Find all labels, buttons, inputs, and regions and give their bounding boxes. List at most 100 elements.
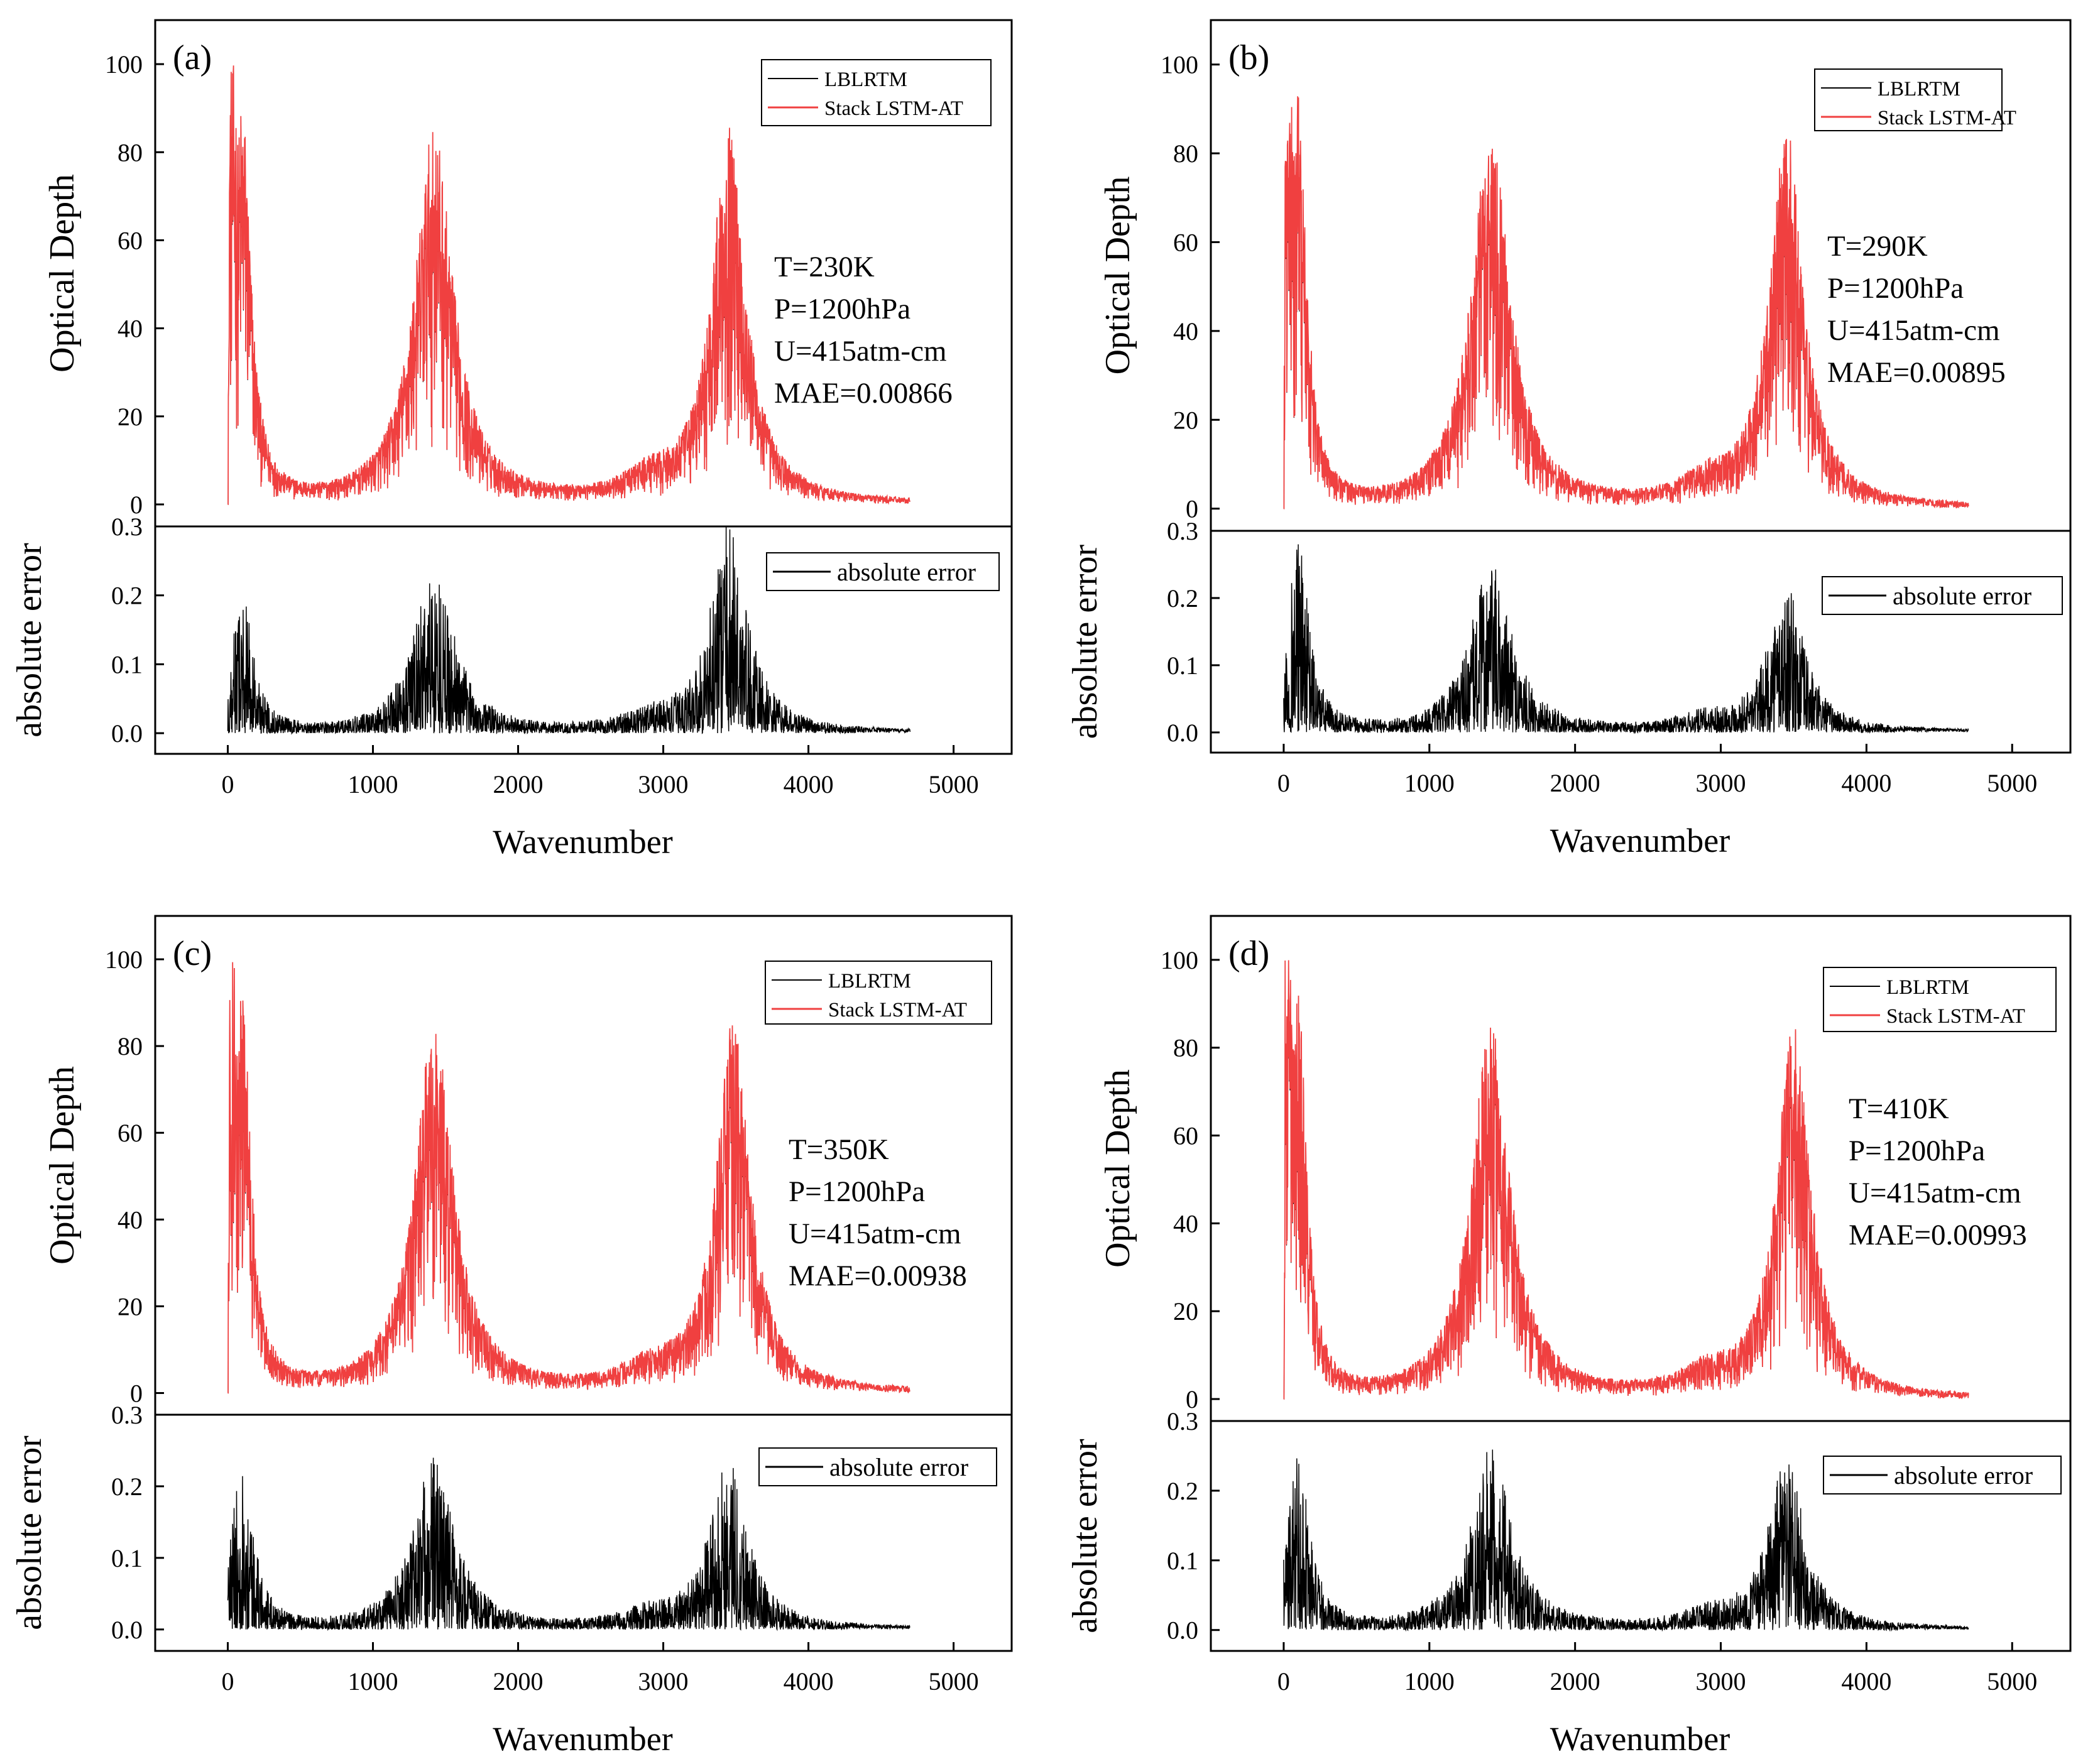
x-tick-label: 4000 — [784, 770, 834, 798]
absolute-error-series — [1283, 1449, 1969, 1632]
absolute-error-ylabel: absolute error — [1066, 1439, 1105, 1633]
x-tick-label: 0 — [222, 1667, 234, 1696]
legend-box — [765, 961, 992, 1025]
x-tick-label: 2000 — [493, 1667, 544, 1696]
x-tick-label: 0 — [1277, 769, 1290, 797]
absolute-error-ylabel: absolute error — [1066, 544, 1105, 739]
od-y-tick-label: 0 — [130, 1379, 143, 1407]
x-tick-label: 2000 — [1550, 1667, 1600, 1696]
od-y-tick-label: 100 — [1161, 946, 1198, 974]
od-y-tick-label: 40 — [118, 1206, 143, 1234]
x-tick-label: 0 — [1277, 1667, 1290, 1696]
od-y-tick-label: 40 — [1173, 1209, 1198, 1238]
ae-y-tick-label: 0.2 — [111, 582, 143, 610]
absolute-error-series — [1283, 544, 1969, 734]
x-axis-label: Wavenumber — [1550, 822, 1730, 859]
x-tick-label: 2000 — [493, 770, 544, 798]
condition-line: P=1200hPa — [1827, 272, 1964, 305]
condition-line: U=415atm-cm — [1827, 314, 2000, 347]
panel-label: (b) — [1228, 38, 1269, 77]
x-tick-label: 5000 — [929, 1667, 979, 1696]
legend-label-lblrtm: LBLRTM — [824, 68, 907, 91]
x-tick-label: 3000 — [1696, 769, 1746, 797]
condition-line: MAE=0.00866 — [774, 377, 953, 410]
x-tick-label: 3000 — [1696, 1667, 1746, 1696]
x-tick-label: 5000 — [1987, 1667, 2037, 1696]
legend-label-lblrtm: LBLRTM — [1886, 976, 1969, 999]
x-axis-label: Wavenumber — [1550, 1720, 1730, 1758]
x-axis-label: Wavenumber — [493, 823, 673, 861]
x-tick-label: 5000 — [929, 770, 979, 798]
od-y-tick-label: 60 — [118, 1119, 143, 1147]
x-tick-label: 4000 — [1841, 769, 1891, 797]
ae-y-tick-label: 0.1 — [1167, 651, 1198, 680]
od-y-tick-label: 60 — [118, 226, 143, 254]
legend-label-stack-lstm-at: Stack LSTM-AT — [1886, 1005, 2025, 1028]
condition-line: P=1200hPa — [774, 293, 910, 325]
lblrtm-series — [227, 67, 910, 505]
ae-y-tick-label: 0.3 — [111, 513, 143, 541]
optical-depth-ylabel: Optical Depth — [1098, 1069, 1137, 1268]
od-y-tick-label: 100 — [105, 945, 143, 974]
panel-label: (d) — [1228, 934, 1269, 973]
ae-y-tick-label: 0.0 — [1167, 719, 1198, 747]
od-y-tick-label: 20 — [1173, 1297, 1198, 1326]
condition-line: T=290K — [1827, 230, 1928, 263]
x-tick-label: 3000 — [638, 1667, 689, 1696]
panel-label: (c) — [173, 934, 212, 973]
od-y-tick-label: 80 — [118, 138, 143, 166]
ae-y-tick-label: 0.1 — [1167, 1547, 1198, 1575]
x-tick-label: 1000 — [1404, 769, 1455, 797]
legend-label-lblrtm: LBLRTM — [828, 970, 911, 993]
legend-box — [1823, 967, 2057, 1032]
x-tick-label: 4000 — [784, 1667, 834, 1696]
od-y-tick-label: 80 — [1173, 139, 1198, 168]
od-y-tick-label: 0 — [130, 491, 143, 519]
ae-y-tick-label: 0.3 — [1167, 517, 1198, 545]
legend-label-stack-lstm-at: Stack LSTM-AT — [828, 999, 967, 1021]
od-y-tick-label: 60 — [1173, 228, 1198, 256]
stack-lstm-at-series — [227, 962, 910, 1394]
legend-label-absolute-error: absolute error — [1894, 1461, 2033, 1489]
x-tick-label: 2000 — [1550, 769, 1600, 797]
legend-box — [761, 59, 992, 126]
ae-y-tick-label: 0.3 — [111, 1401, 143, 1429]
legend-box — [1814, 68, 2003, 131]
od-y-tick-label: 20 — [1173, 406, 1198, 434]
optical-depth-ylabel: Optical Depth — [1098, 177, 1137, 375]
condition-line: U=415atm-cm — [789, 1217, 961, 1250]
x-tick-label: 4000 — [1841, 1667, 1891, 1696]
od-y-tick-label: 40 — [1173, 317, 1198, 346]
ae-y-tick-label: 0.1 — [111, 1544, 143, 1572]
ae-y-tick-label: 0.3 — [1167, 1407, 1198, 1435]
ae-y-tick-label: 0.0 — [1167, 1616, 1198, 1645]
legend-label-stack-lstm-at: Stack LSTM-AT — [824, 97, 963, 120]
x-tick-label: 1000 — [348, 770, 398, 798]
od-y-tick-label: 20 — [118, 403, 143, 431]
condition-line: MAE=0.00993 — [1849, 1219, 2027, 1251]
stack-lstm-at-series — [1283, 960, 1969, 1400]
ae-y-tick-label: 0.0 — [111, 1616, 143, 1644]
condition-line: T=410K — [1849, 1092, 1949, 1125]
ae-y-tick-label: 0.1 — [111, 650, 143, 678]
od-y-tick-label: 0 — [1186, 1385, 1198, 1413]
ae-y-tick-label: 0.2 — [1167, 584, 1198, 612]
stack-lstm-at-series — [227, 65, 910, 505]
legend-label-absolute-error: absolute error — [1893, 582, 2031, 610]
condition-line: P=1200hPa — [1849, 1135, 1985, 1167]
od-y-tick-label: 80 — [1173, 1034, 1198, 1062]
legend-label-stack-lstm-at: Stack LSTM-AT — [1878, 107, 2016, 129]
od-y-tick-label: 40 — [118, 315, 143, 343]
od-y-tick-label: 20 — [118, 1292, 143, 1320]
condition-line: T=230K — [774, 251, 875, 283]
stack-lstm-at-series — [1283, 96, 1969, 509]
x-tick-label: 1000 — [348, 1667, 398, 1696]
absolute-error-frame — [154, 1413, 1013, 1652]
condition-line: MAE=0.00895 — [1827, 356, 2006, 389]
absolute-error-series — [227, 1457, 910, 1631]
